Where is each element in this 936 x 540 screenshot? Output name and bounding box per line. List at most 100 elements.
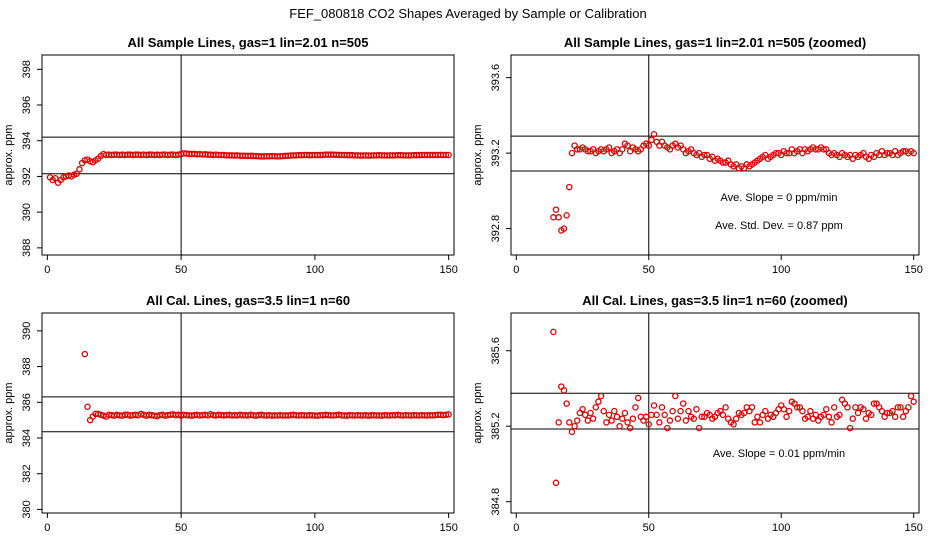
data-point	[804, 413, 811, 421]
stat-annotation: Ave. Slope = 0.01 ppm/min	[713, 448, 845, 460]
data-point	[849, 415, 857, 422]
y-tick-label: 392	[21, 167, 33, 185]
data-point	[584, 147, 592, 155]
data-point	[812, 411, 819, 419]
y-tick-label: 394	[21, 132, 33, 150]
data-point	[555, 214, 562, 221]
y-axis-label: approx. ppm	[3, 124, 15, 185]
data-point	[603, 419, 610, 426]
data-point	[52, 174, 59, 182]
data-point	[73, 170, 81, 177]
x-tick-label: 50	[175, 522, 187, 534]
data-point	[552, 479, 560, 487]
data-point	[568, 428, 576, 436]
data-point	[860, 405, 867, 413]
y-tick-label: 386	[21, 393, 33, 411]
data-point	[669, 407, 676, 415]
data-point	[677, 407, 684, 415]
x-tick-label: 0	[44, 264, 50, 276]
data-point	[693, 405, 700, 413]
data-point	[445, 151, 452, 159]
data-point	[891, 413, 899, 421]
data-point	[579, 405, 586, 413]
data-point	[608, 417, 615, 424]
data-point	[666, 417, 674, 424]
data-point	[550, 328, 557, 336]
data-point	[905, 404, 912, 411]
data-point	[897, 404, 904, 411]
data-point	[780, 405, 788, 413]
data-point	[587, 409, 594, 417]
data-point	[552, 206, 560, 213]
x-tick-label: 50	[643, 264, 655, 276]
x-tick-label: 100	[306, 522, 324, 534]
y-tick-label: 390	[21, 203, 33, 221]
data-point	[613, 413, 621, 421]
x-tick-label: 0	[513, 264, 519, 276]
data-point	[836, 411, 843, 419]
y-tick-label: 398	[21, 60, 33, 78]
data-point	[664, 424, 671, 432]
y-tick-label: 384	[21, 429, 33, 447]
data-point	[605, 411, 613, 419]
y-tick-label: 385.2	[490, 412, 502, 440]
data-point	[783, 149, 790, 157]
y-tick-label: 388	[21, 239, 33, 257]
data-point	[828, 419, 835, 426]
data-point	[785, 407, 793, 415]
data-point	[445, 411, 452, 418]
data-point	[748, 404, 756, 411]
x-tick-label: 100	[772, 522, 790, 534]
data-point	[793, 404, 801, 411]
data-point	[894, 404, 902, 411]
y-axis-label: approx. ppm	[472, 124, 484, 185]
x-tick-label: 100	[306, 264, 324, 276]
data-point	[910, 149, 917, 157]
x-tick-label: 150	[905, 522, 923, 534]
data-point	[868, 411, 875, 419]
data-point	[600, 407, 607, 415]
plot-frame	[41, 54, 455, 256]
data-point	[645, 421, 653, 428]
chart-panel-1: All Sample Lines, gas=1 lin=2.01 n=505 0 5…	[3, 35, 458, 276]
data-point	[783, 413, 790, 421]
data-point	[650, 130, 658, 138]
data-point	[650, 402, 658, 409]
y-tick-label: 396	[21, 96, 33, 114]
data-point	[754, 413, 761, 421]
data-point	[592, 404, 600, 411]
data-point	[648, 136, 655, 144]
data-point	[674, 415, 682, 422]
data-point	[889, 407, 896, 415]
x-tick-label: 0	[44, 522, 50, 534]
data-point	[682, 417, 690, 424]
x-tick-label: 50	[643, 522, 655, 534]
data-point	[854, 409, 862, 417]
x-tick-label: 100	[772, 264, 790, 276]
data-point	[870, 400, 878, 407]
chart-panel-3: All Cal. Lines, gas=3.5 lin=1 n=60 0 50 100…	[3, 293, 458, 534]
data-point	[862, 415, 870, 422]
data-point	[695, 424, 703, 432]
chart-title: All Cal. Lines, gas=3.5 lin=1 n=60	[146, 293, 350, 308]
chart-title: All Sample Lines, gas=1 lin=2.01 n=505	[128, 35, 369, 50]
data-point	[563, 212, 570, 219]
y-tick-label: 393.2	[490, 139, 502, 167]
data-point	[84, 403, 91, 410]
data-point	[619, 146, 626, 153]
data-point	[573, 146, 581, 153]
data-point	[661, 411, 668, 419]
data-point	[740, 409, 748, 417]
data-point	[756, 419, 764, 426]
data-point	[883, 409, 891, 417]
data-point	[571, 422, 578, 430]
data-point	[573, 417, 581, 424]
data-point	[907, 392, 915, 400]
data-point	[589, 415, 597, 422]
data-point	[883, 149, 891, 157]
data-point	[653, 411, 660, 419]
data-point	[772, 149, 780, 157]
y-tick-label: 390	[21, 322, 33, 340]
data-point	[762, 407, 769, 415]
